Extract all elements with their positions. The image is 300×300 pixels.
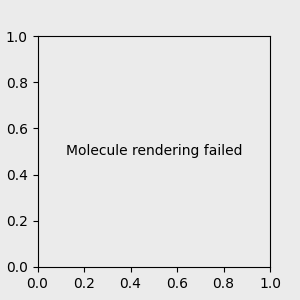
Text: Molecule rendering failed: Molecule rendering failed bbox=[65, 145, 242, 158]
